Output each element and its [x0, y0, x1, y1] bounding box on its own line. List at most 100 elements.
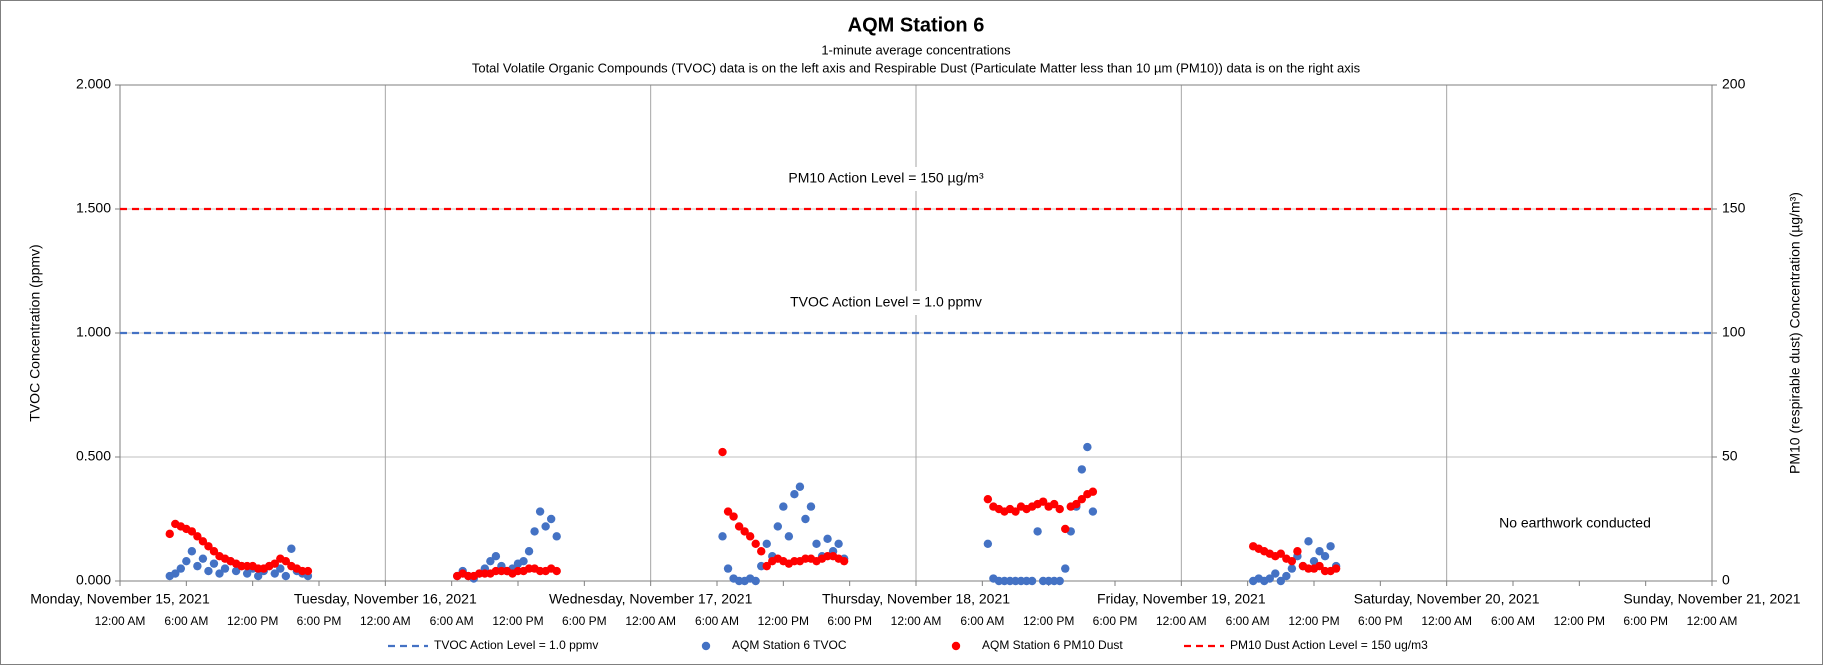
x-day-label: Sunday, November 21, 2021: [1623, 591, 1800, 607]
data-point: [524, 547, 534, 556]
x-day-label: Tuesday, November 16, 2021: [294, 591, 477, 607]
data-point: [204, 542, 213, 551]
data-point: [734, 522, 744, 531]
x-tick-label: 6:00 AM: [960, 614, 1004, 628]
data-point: [839, 556, 849, 566]
chart-subtitle: 1-minute average concentrations: [821, 42, 1011, 57]
annotation: TVOC Action Level = 1.0 ppmv: [790, 294, 982, 310]
y-axis-label: TVOC Concentration (ppmv): [27, 244, 43, 421]
x-day-label: Friday, November 19, 2021: [1097, 591, 1266, 607]
data-point: [209, 559, 219, 568]
data-point: [1033, 527, 1042, 536]
x-tick-label: 12:00 PM: [1023, 614, 1074, 628]
data-point: [983, 494, 993, 504]
data-point: [187, 527, 197, 536]
annotation: No earthwork conducted: [1499, 515, 1651, 531]
data-point: [171, 569, 180, 578]
x-tick-label: 12:00 AM: [625, 614, 676, 628]
data-point: [231, 566, 241, 576]
data-point: [723, 507, 733, 516]
data-point: [552, 566, 561, 576]
annotation-bg: [746, 167, 1026, 191]
y2-tick-label: 0: [1722, 572, 1730, 588]
data-point: [187, 547, 197, 556]
x-tick-label: 12:00 PM: [1554, 614, 1605, 628]
legend-label: PM10 Dust Action Level = 150 ug/m3: [1230, 638, 1428, 652]
x-day-label: Saturday, November 20, 2021: [1354, 591, 1540, 607]
data-point: [1331, 564, 1341, 573]
data-point: [220, 564, 230, 573]
chart-subtitle: Total Volatile Organic Compounds (TVOC) …: [472, 60, 1361, 75]
data-point: [281, 571, 291, 581]
data-point: [751, 576, 760, 586]
data-point: [1088, 487, 1098, 496]
x-tick-label: 12:00 AM: [891, 614, 942, 628]
data-point: [1320, 552, 1330, 561]
x-day-label: Thursday, November 18, 2021: [822, 591, 1010, 607]
x-tick-label: 12:00 PM: [227, 614, 278, 628]
data-point: [740, 527, 749, 536]
data-point: [1326, 542, 1335, 551]
data-point: [1276, 576, 1286, 586]
legend-symbol: [701, 641, 711, 651]
data-point: [1088, 507, 1098, 516]
data-point: [276, 564, 285, 573]
x-tick-label: 12:00 PM: [492, 614, 543, 628]
x-tick-label: 12:00 AM: [360, 614, 411, 628]
y2-axis-label: PM10 (respirable dust) Concentration (µg…: [1787, 192, 1803, 474]
legend-symbol: [951, 641, 961, 651]
y-tick-label: 2.000: [76, 76, 111, 92]
data-point: [773, 522, 783, 531]
y-tick-label: 0.500: [76, 448, 111, 464]
data-point: [204, 566, 213, 576]
data-point: [751, 539, 760, 548]
data-point: [287, 544, 296, 553]
data-point: [745, 532, 755, 541]
x-day-label: Wednesday, November 17, 2021: [549, 591, 753, 607]
data-point: [1276, 549, 1286, 558]
data-point: [795, 482, 805, 491]
data-point: [983, 539, 993, 548]
data-point: [491, 552, 501, 561]
data-point: [1072, 499, 1081, 509]
x-tick-label: 6:00 AM: [164, 614, 208, 628]
x-tick-label: 6:00 AM: [695, 614, 739, 628]
data-point: [519, 556, 528, 566]
data-point: [281, 556, 291, 566]
data-point: [1055, 576, 1064, 586]
data-point: [1315, 561, 1324, 571]
data-point: [193, 532, 202, 541]
data-point: [552, 532, 561, 541]
y-tick-label: 0.000: [76, 572, 111, 588]
data-point: [1293, 547, 1302, 556]
data-point: [270, 569, 279, 578]
data-point: [1049, 499, 1059, 509]
data-point: [209, 547, 219, 556]
x-tick-label: 6:00 PM: [297, 614, 342, 628]
data-point: [176, 564, 186, 573]
legend-label: AQM Station 6 PM10 Dust: [982, 638, 1123, 652]
data-point: [790, 490, 799, 499]
x-day-label: Monday, November 15, 2021: [30, 591, 210, 607]
data-point: [242, 569, 252, 578]
data-point: [1287, 564, 1297, 573]
legend-label: AQM Station 6 TVOC: [732, 638, 847, 652]
x-tick-label: 12:00 AM: [95, 614, 146, 628]
data-point: [1282, 571, 1291, 581]
data-point: [1061, 524, 1070, 534]
data-point: [1265, 574, 1274, 583]
data-point: [193, 561, 202, 571]
data-point: [723, 564, 733, 573]
data-point: [823, 534, 832, 544]
data-point: [198, 554, 208, 563]
data-point: [762, 539, 771, 548]
x-tick-label: 6:00 PM: [827, 614, 872, 628]
data-point: [1055, 504, 1064, 514]
data-point: [784, 532, 794, 541]
data-point: [1038, 497, 1048, 506]
data-point: [779, 502, 788, 511]
data-point: [1061, 564, 1070, 573]
x-tick-label: 12:00 AM: [1687, 614, 1738, 628]
data-point: [541, 522, 550, 531]
